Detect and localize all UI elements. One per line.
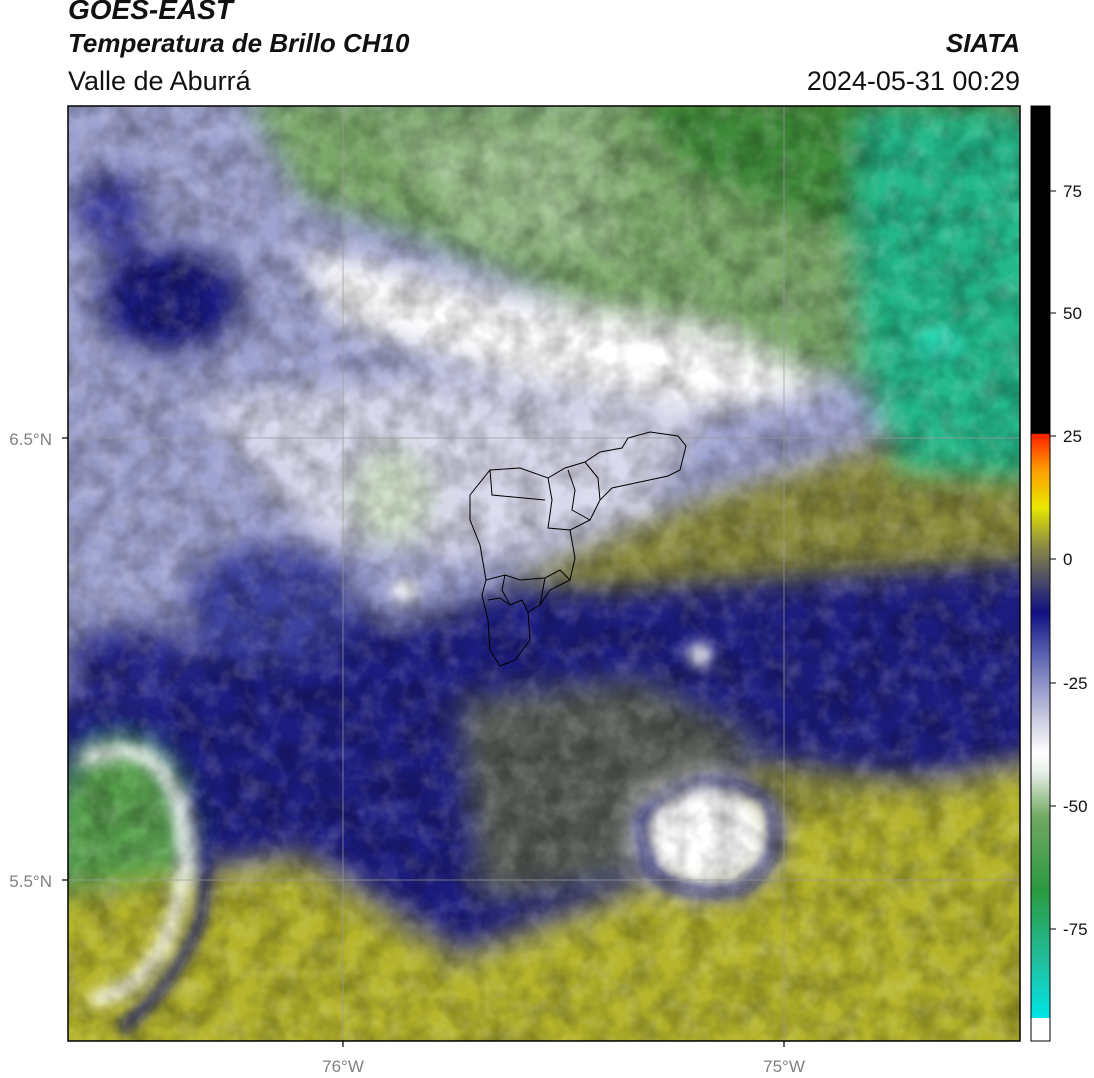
colorbar-tick-label: 0 xyxy=(1063,550,1072,569)
datetime-label: 2024-05-31 00:29 xyxy=(806,66,1020,96)
product-title: Temperatura de Brillo CH10 xyxy=(68,28,410,58)
colorbar-tick-label: 50 xyxy=(1063,304,1082,323)
colorbar-tick-label: -75 xyxy=(1063,920,1088,939)
lon-tick-label: 76°W xyxy=(322,1057,364,1076)
map-frame xyxy=(67,105,1021,1042)
colorbar-min-extend xyxy=(1031,1018,1050,1041)
colorbar: 75 50 25 0 -25 -50 -75 xyxy=(1030,105,1088,1042)
colorbar-tick-label: -50 xyxy=(1063,797,1088,816)
colorbar-gradient xyxy=(1031,106,1050,1018)
colorbar-frame xyxy=(1030,105,1051,1042)
colorbar-tick-label: 75 xyxy=(1063,182,1082,201)
map-title: GOES-EAST xyxy=(68,0,233,25)
colorbar-tick-label: -25 xyxy=(1063,674,1088,693)
lon-tick-label: 75°W xyxy=(763,1057,805,1076)
organization-label: SIATA xyxy=(945,28,1020,58)
valley-municipal-boundaries xyxy=(469,431,687,667)
brightness-temperature-field xyxy=(68,106,1020,1041)
graticule xyxy=(68,106,1020,1041)
lat-tick-label: 5.5°N xyxy=(9,872,52,891)
lat-tick-label: 6.5°N xyxy=(9,430,52,449)
colorbar-tick-label: 25 xyxy=(1063,427,1082,446)
region-label: Valle de Aburrá xyxy=(68,66,251,96)
